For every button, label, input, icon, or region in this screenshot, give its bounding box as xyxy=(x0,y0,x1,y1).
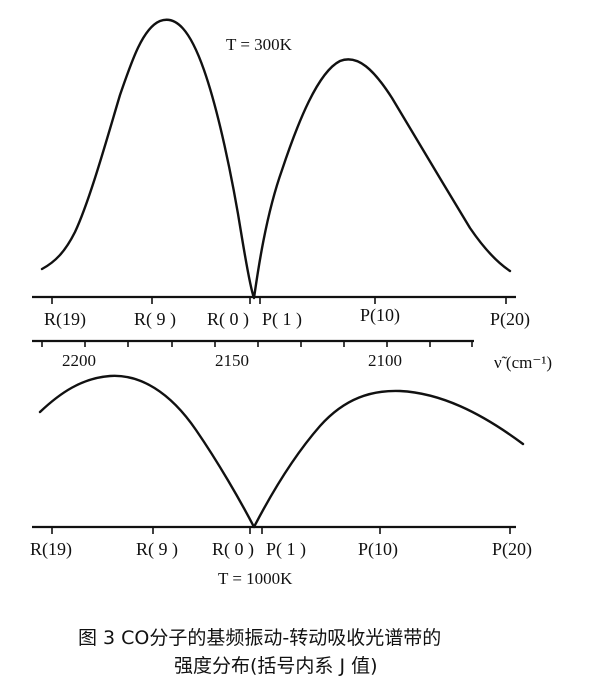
x-label-p20: P(20) xyxy=(490,309,530,330)
x-label-r19: R(19) xyxy=(44,309,86,330)
wavenumber-2100: 2100 xyxy=(368,351,402,370)
panel-300k: T = 300K R(19) R( 9 ) R( 0 ) P( 1 ) P(10… xyxy=(32,18,552,372)
absorption-curve-300k xyxy=(40,18,512,300)
wavenumber-2200: 2200 xyxy=(62,351,96,370)
x-ticks-300k xyxy=(51,297,507,304)
temperature-label-1000k: T = 1000K xyxy=(218,569,293,588)
x-label-p10: P(10) xyxy=(358,539,398,560)
x-label-r9: R( 9 ) xyxy=(136,539,178,560)
x-label-p1: P( 1 ) xyxy=(266,539,306,560)
figure-caption: 图 3 CO分子的基频振动-转动吸收光谱带的 强度分布(括号内系 J 值) xyxy=(78,627,441,677)
x-label-p1: P( 1 ) xyxy=(262,309,302,330)
caption-line-2: 强度分布(括号内系 J 值) xyxy=(174,655,378,677)
absorption-curve-1000k xyxy=(38,374,525,529)
x-label-r9: R( 9 ) xyxy=(134,309,176,330)
x-ticks-1000k xyxy=(51,527,511,534)
panel-1000k: R(19) R( 9 ) R( 0 ) P( 1 ) P(10) P(20) T… xyxy=(30,374,532,588)
x-label-r19: R(19) xyxy=(30,539,72,560)
caption-line-1: 图 3 CO分子的基频振动-转动吸收光谱带的 xyxy=(78,627,441,649)
x-label-r0: R( 0 ) xyxy=(207,309,249,330)
x-label-r0: R( 0 ) xyxy=(212,539,254,560)
wavenumber-ticks xyxy=(41,341,473,347)
x-label-p10: P(10) xyxy=(360,305,400,326)
x-label-p20: P(20) xyxy=(492,539,532,560)
wavenumber-axis-label: ν̃ (cm⁻¹) xyxy=(494,353,552,372)
wavenumber-2150: 2150 xyxy=(215,351,249,370)
temperature-label-300k: T = 300K xyxy=(226,35,293,54)
